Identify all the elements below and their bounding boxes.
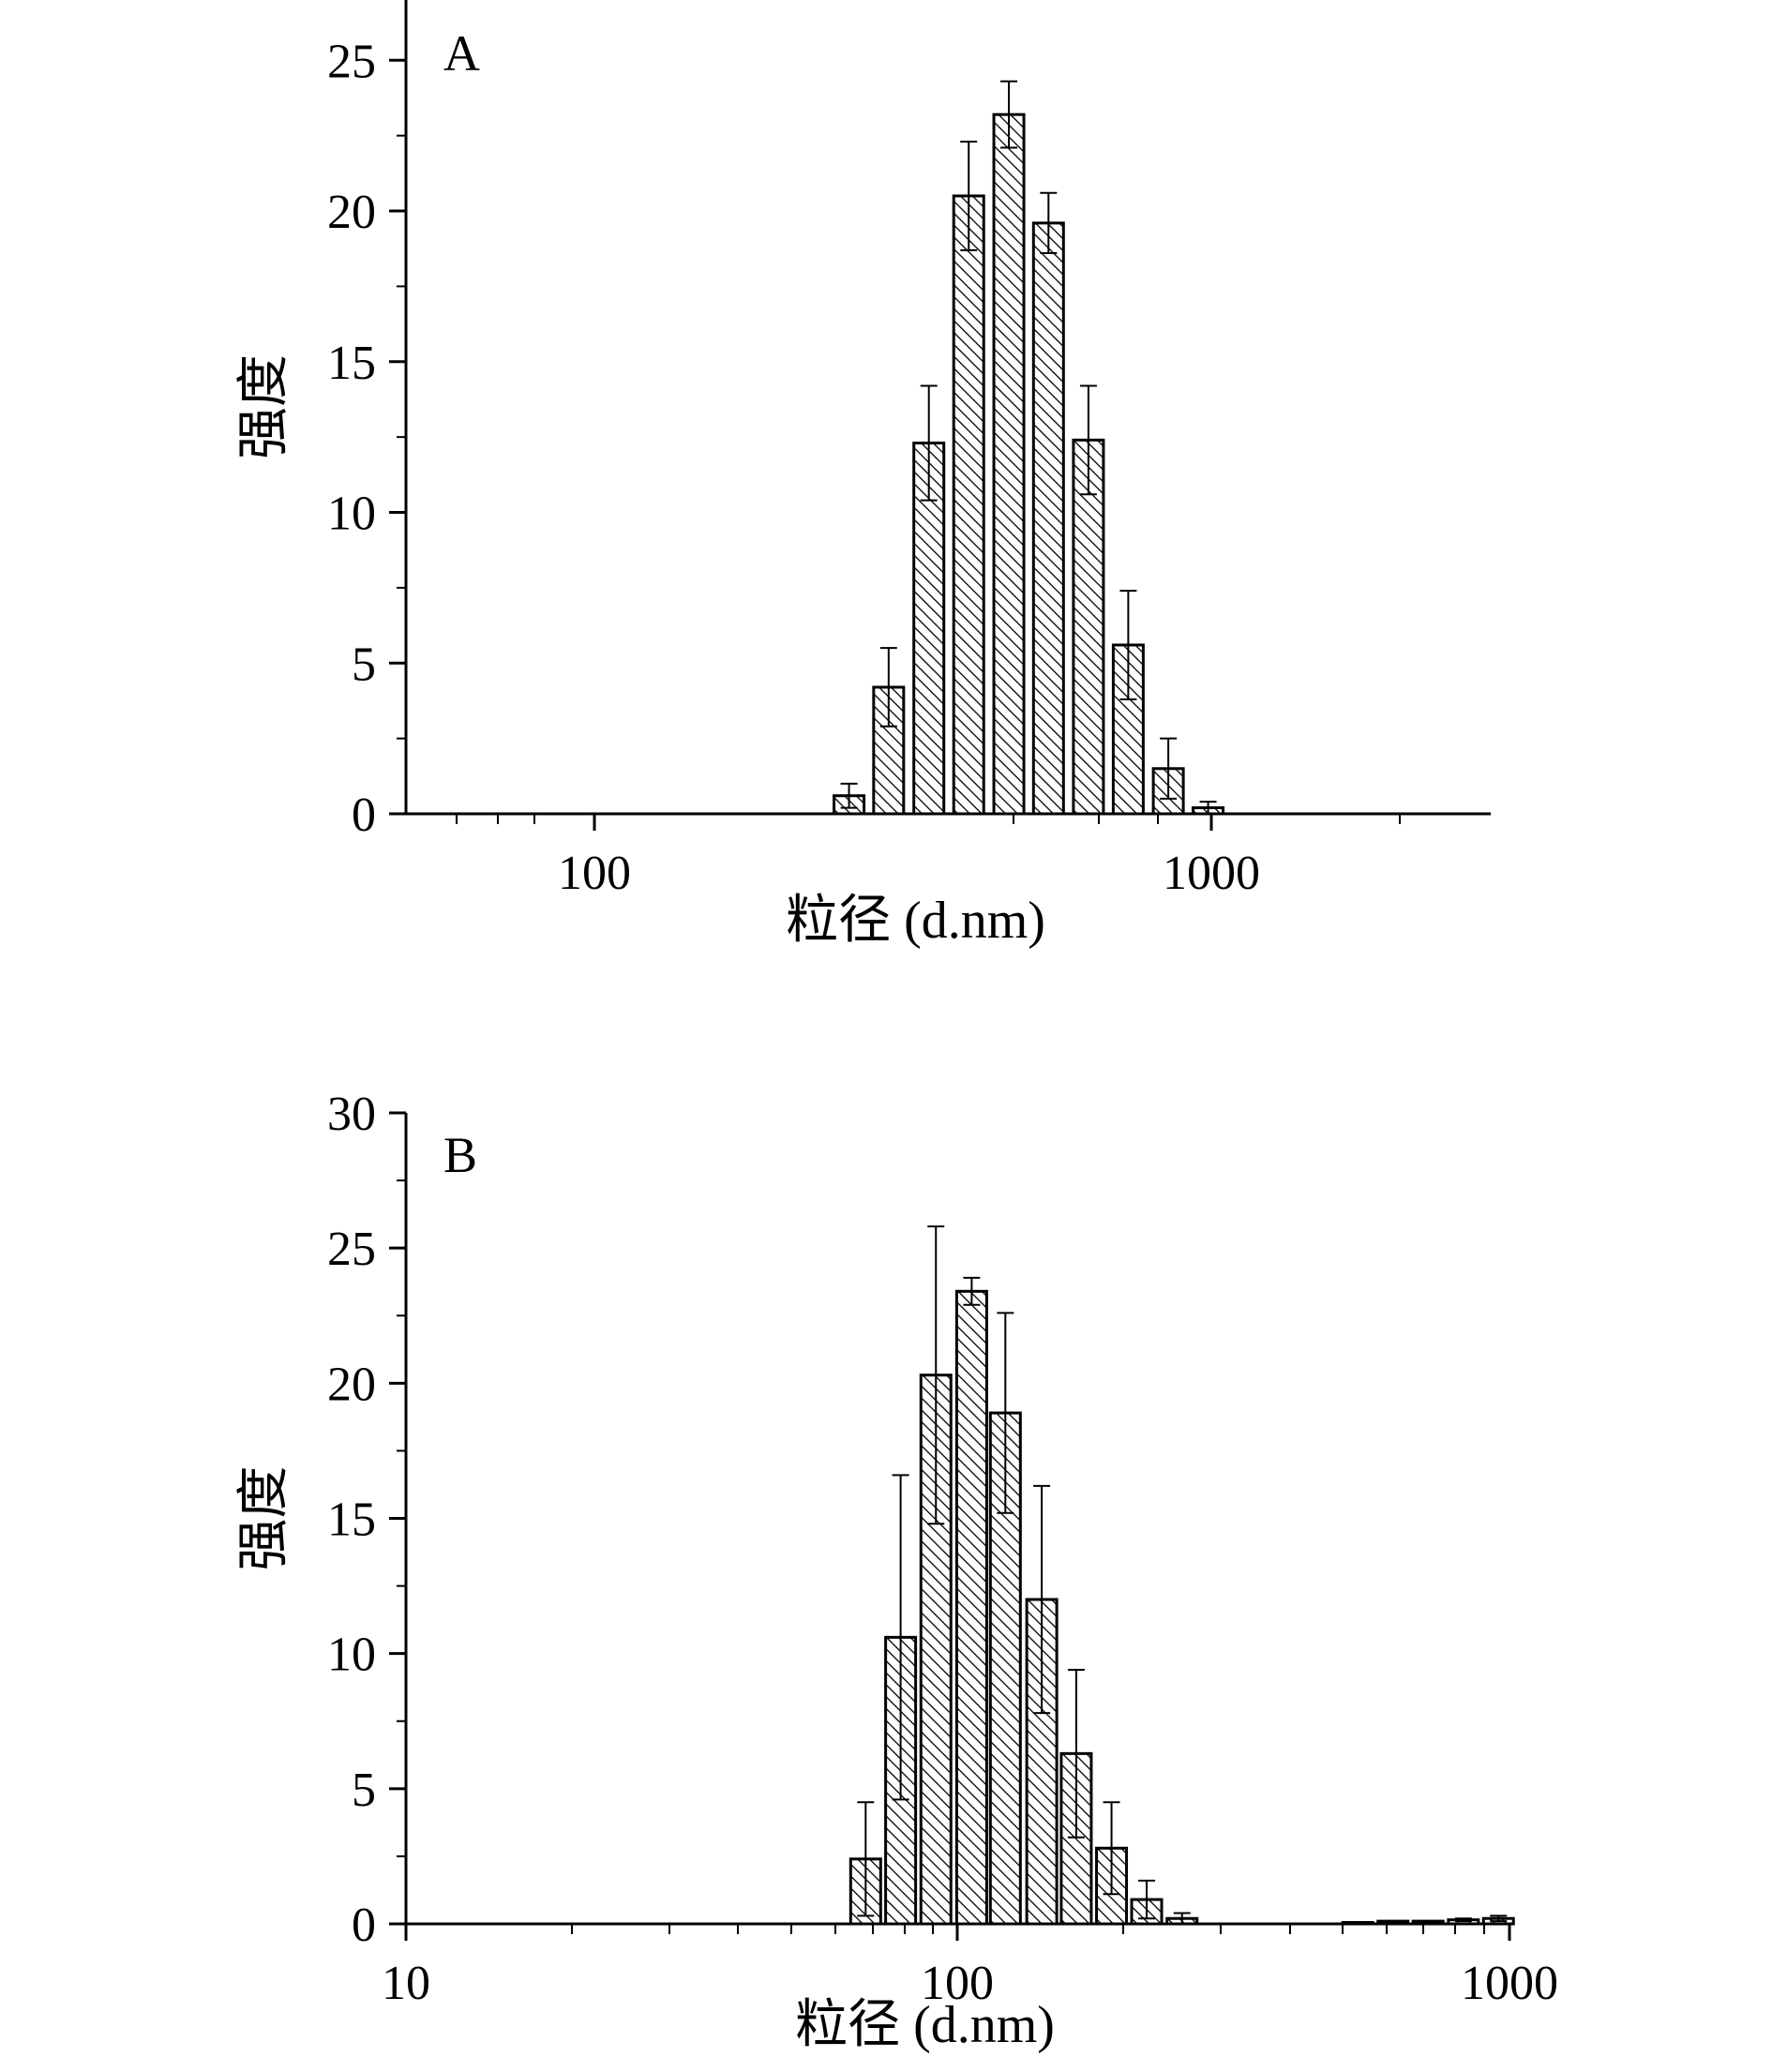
y-axis-title: 强度: [235, 354, 293, 459]
y-tick-label: 5: [352, 1764, 376, 1817]
chart-panel-b: 0 5 10 15 20 25 30 10 100 1000 B 粒径 (d.nm) 强度: [235, 1088, 1558, 2054]
y-tick-label: 20: [327, 186, 376, 239]
bar: [1411, 1919, 1445, 1926]
bar: [1376, 1919, 1410, 1926]
x-tick-label: 1000: [1163, 847, 1260, 900]
bar: [1341, 1921, 1374, 1926]
y-tick-label: 10: [327, 488, 376, 541]
x-axis-title: 粒径 (d.nm): [786, 892, 1045, 950]
y-axis-title: 强度: [235, 1466, 293, 1571]
x-axis-title: 粒径 (d.nm): [795, 1996, 1055, 2054]
y-tick-label: 0: [352, 788, 376, 842]
y-tick-label: 25: [327, 35, 376, 88]
y-tick-label: 25: [327, 1223, 376, 1276]
x-tick-label: 1000: [1461, 1957, 1558, 2010]
bar: [952, 194, 985, 816]
y-tick-label: 10: [327, 1629, 376, 1682]
x-tick-label: 100: [558, 847, 631, 900]
y-tick-label: 20: [327, 1358, 376, 1411]
x-tick-label: 100: [921, 1957, 994, 2010]
y-tick-label: 0: [352, 1899, 376, 1952]
panel-label: B: [443, 1127, 477, 1183]
bar: [912, 442, 946, 816]
x-tick-label: 10: [382, 1957, 430, 2010]
panel-label: A: [443, 25, 480, 82]
bar: [954, 1289, 988, 1926]
y-tick-label: 30: [327, 1088, 376, 1141]
bar: [992, 113, 1026, 816]
bar: [1031, 221, 1065, 816]
y-tick-label: 5: [352, 638, 376, 691]
y-tick-label: 15: [327, 337, 376, 390]
chart-panel-a: 0 5 10 15 20 25 100 1000 A 粒径 (d.nm) 强度: [235, 0, 1491, 950]
y-tick-label: 15: [327, 1494, 376, 1547]
bar: [1072, 438, 1105, 816]
